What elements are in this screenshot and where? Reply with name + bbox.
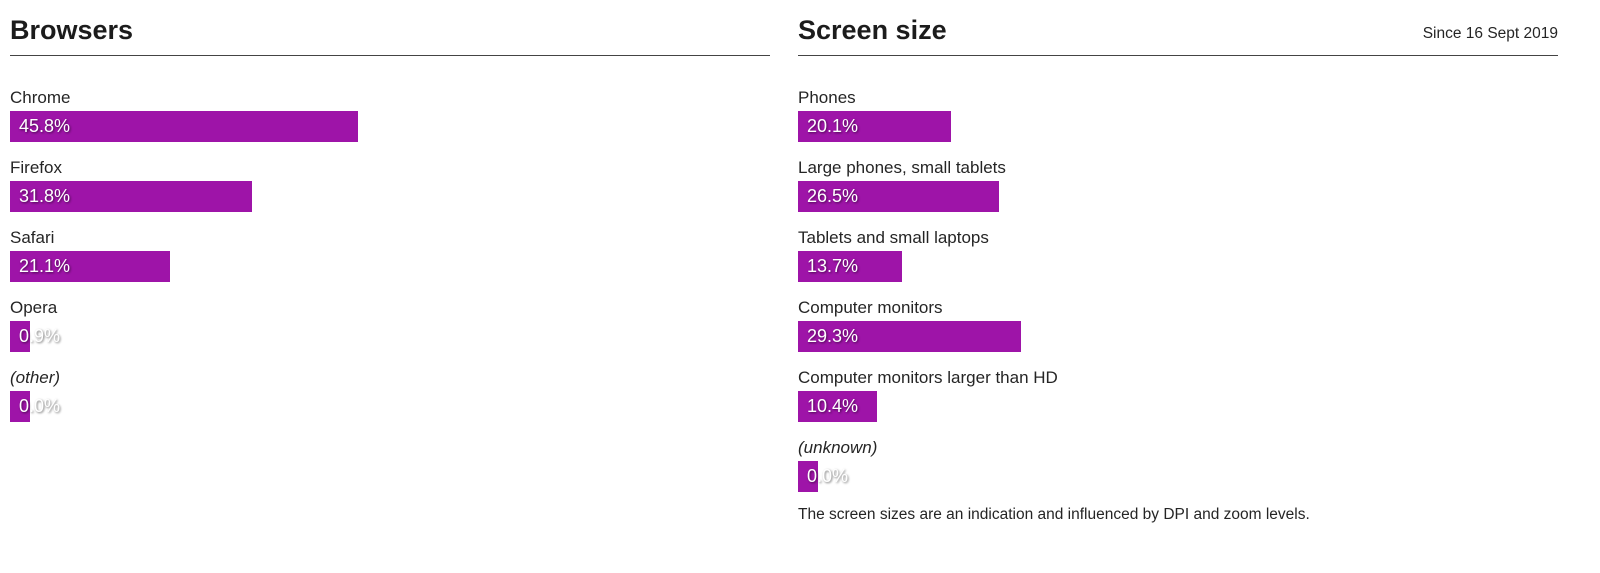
bar-value-label: 29.3%	[807, 326, 859, 346]
panel-rows: Phones 20.1% Large phones, small tablets…	[798, 85, 1558, 492]
panel-header: Screen size Since 16 Sept 2019	[798, 14, 1558, 56]
bar-value-label: 26.5%	[807, 186, 859, 206]
bar: 45.8%	[10, 111, 359, 142]
bar-row: Large phones, small tablets 26.5%	[798, 155, 1558, 212]
panel-title: Screen size	[798, 15, 947, 45]
category-label: Firefox	[10, 158, 62, 177]
bar: 0.0%	[10, 391, 60, 422]
bar-value-label: 13.7%	[807, 256, 859, 276]
category-label: Tablets and small laptops	[798, 228, 989, 247]
category-label: Computer monitors larger than HD	[798, 368, 1058, 387]
bar-row: Safari 21.1%	[10, 225, 770, 282]
panel-title: Browsers	[10, 15, 134, 45]
bar-value-label: 10.4%	[807, 396, 859, 416]
panel-since-label: Since 16 Sept 2019	[1422, 25, 1558, 42]
bar: 29.3%	[798, 321, 1021, 352]
bar: 21.1%	[10, 251, 171, 282]
category-label: (other)	[10, 368, 61, 387]
bar-value-label: 31.8%	[19, 186, 71, 206]
bar-value-label: 0.0%	[807, 466, 849, 486]
bar-value-label: 0.9%	[19, 326, 61, 346]
category-label: Phones	[798, 88, 856, 107]
panels-root: Browsers Chrome 45.8% Firefox 31.8% Safa…	[10, 14, 1558, 541]
bar-row: Computer monitors larger than HD 10.4%	[798, 365, 1558, 422]
bar: 0.9%	[10, 321, 60, 352]
category-label: (unknown)	[798, 438, 878, 457]
bar-row: Chrome 45.8%	[10, 85, 770, 142]
category-label: Computer monitors	[798, 298, 943, 317]
bar-row: Computer monitors 29.3%	[798, 295, 1558, 352]
category-label: Safari	[10, 228, 55, 247]
panel-screen-size: Screen size Since 16 Sept 2019 Phones 20…	[798, 14, 1558, 541]
panel-browsers: Browsers Chrome 45.8% Firefox 31.8% Safa…	[10, 14, 770, 541]
analytics-dashboard: Browsers Chrome 45.8% Firefox 31.8% Safa…	[10, 14, 1558, 541]
bar-row: Opera 0.9%	[10, 295, 770, 352]
panel-header: Browsers	[10, 14, 770, 56]
bar-value-label: 0.0%	[19, 396, 61, 416]
category-label: Large phones, small tablets	[798, 158, 1006, 177]
bar: 31.8%	[10, 181, 252, 212]
bar: 0.0%	[798, 461, 848, 492]
bar-row: (unknown) 0.0%	[798, 435, 1558, 492]
panel-footnote: The screen sizes are an indication and i…	[798, 506, 1310, 523]
bar-row: Tablets and small laptops 13.7%	[798, 225, 1558, 282]
bar: 20.1%	[798, 111, 951, 142]
bar-row: Firefox 31.8%	[10, 155, 770, 212]
category-label: Opera	[10, 298, 58, 317]
bar-row: Phones 20.1%	[798, 85, 1558, 142]
bar-value-label: 20.1%	[807, 116, 859, 136]
bar: 10.4%	[798, 391, 878, 422]
panel-rows: Chrome 45.8% Firefox 31.8% Safari 21.1% …	[10, 85, 770, 422]
bar-row: (other) 0.0%	[10, 365, 770, 422]
bar-value-label: 21.1%	[19, 256, 71, 276]
bar: 26.5%	[798, 181, 1000, 212]
bar: 13.7%	[798, 251, 903, 282]
category-label: Chrome	[10, 88, 71, 107]
bar-value-label: 45.8%	[19, 116, 71, 136]
